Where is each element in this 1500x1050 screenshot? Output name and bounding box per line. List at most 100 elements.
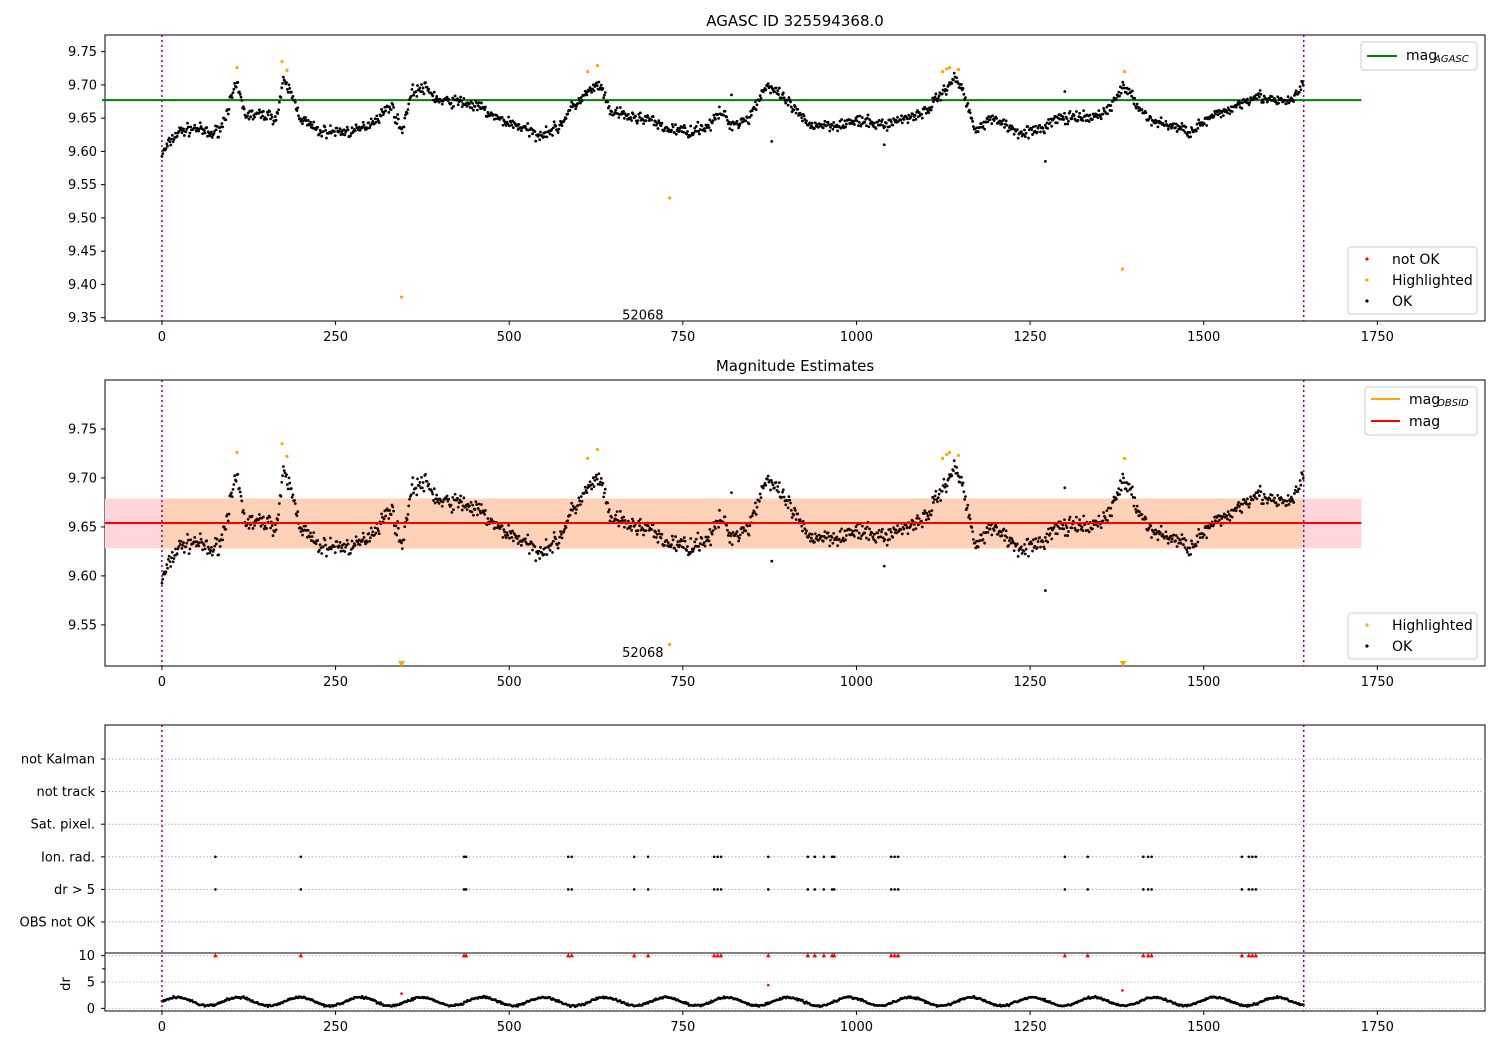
estimates-highlighted-point <box>956 453 961 458</box>
agasc-ok-point <box>1004 119 1008 123</box>
agasc-ok-point <box>1301 81 1304 84</box>
estimates-ok-point <box>882 564 886 568</box>
estimates-ok-point <box>1167 537 1171 541</box>
estimates-highlighted-point <box>595 447 600 452</box>
estimates-ok-point <box>329 536 332 540</box>
agasc-panel-frame <box>104 34 1486 322</box>
agasc-ok-point <box>666 127 670 131</box>
agasc-ok-point <box>638 111 642 115</box>
agasc-ok-point <box>239 95 243 99</box>
agasc-ok-point <box>730 128 734 132</box>
agasc-ok-point <box>975 126 979 130</box>
estimates-ok-point <box>1186 550 1189 554</box>
estimates-ok-point <box>1000 534 1004 537</box>
estimates-ok-point <box>693 540 697 544</box>
estimates-ok-point <box>407 504 411 508</box>
agasc-ok-point <box>350 126 354 130</box>
agasc-ok-point <box>1045 121 1049 125</box>
estimates-ok-point <box>296 510 300 514</box>
estimates-ok-point <box>206 545 210 549</box>
estimates-ok-point <box>916 514 919 518</box>
estimates-ok-point <box>240 499 244 503</box>
agasc-panel: AGASC ID 325594368.0 0 250 500 750 1000 1250 1… <box>68 12 1486 345</box>
agasc-ok-point <box>1034 124 1038 128</box>
agasc-ok-point <box>599 86 602 90</box>
agasc-ok-point <box>511 126 515 129</box>
estimates-ok-point <box>354 535 358 539</box>
agasc-ok-point <box>652 123 656 127</box>
estimates-ok-point <box>583 491 586 495</box>
estimates-ok-point <box>1047 527 1050 531</box>
agasc-ok-point <box>1261 98 1264 102</box>
agasc-ok-point <box>1259 92 1263 96</box>
estimates-ok-point <box>320 552 324 555</box>
estimates-ok-point <box>369 536 372 540</box>
agasc-ok-point <box>1027 136 1030 140</box>
agasc-ok-point <box>725 115 729 119</box>
dr-clipped-marker <box>711 953 717 958</box>
agasc-ok-point <box>1063 90 1067 93</box>
agasc-ok-point <box>1258 89 1262 92</box>
agasc-ok-point <box>1219 115 1223 119</box>
agasc-ok-point <box>1031 125 1035 129</box>
agasc-ok-point <box>1000 122 1004 126</box>
flags-flag-point <box>719 888 723 891</box>
agasc-ok-point <box>342 128 346 132</box>
estimates-ok-point <box>1119 488 1123 492</box>
estimates-ok-point <box>861 524 864 528</box>
estimates-ok-point <box>195 540 199 544</box>
flags-flag-point <box>566 855 570 859</box>
estimates-ok-point <box>478 509 482 513</box>
agasc-ok-point <box>277 108 280 112</box>
estimates-ok-point <box>912 528 915 532</box>
estimates-ok-point <box>879 535 883 539</box>
agasc-ok-point <box>1101 112 1105 116</box>
estimates-ok-point <box>728 541 732 544</box>
agasc-xtick-label: 1000 <box>840 330 873 345</box>
estimates-ok-point <box>177 545 181 549</box>
estimates-obsid-label: 52068 <box>622 646 663 661</box>
agasc-ok-point <box>659 124 663 128</box>
estimates-ok-point <box>445 494 449 498</box>
agasc-ok-point <box>595 84 599 88</box>
agasc-ok-point <box>185 127 189 131</box>
dr-clipped-marker <box>463 953 469 958</box>
flags-flag-point <box>214 855 217 859</box>
agasc-ok-point <box>526 122 530 125</box>
agasc-ok-point <box>580 99 584 103</box>
estimates-ok-point <box>580 500 584 503</box>
estimates-ok-point <box>877 528 881 532</box>
estimates-ok-point <box>214 542 218 546</box>
estimates-ok-point <box>960 483 964 487</box>
agasc-ok-point <box>864 124 868 128</box>
agasc-ok-point <box>293 100 297 104</box>
agasc-ok-point <box>411 83 415 87</box>
agasc-ok-point <box>1294 89 1298 93</box>
agasc-ok-point <box>1039 130 1042 134</box>
flags-row-label: Ion. rad. <box>41 850 95 865</box>
agasc-ok-point <box>1109 104 1113 107</box>
agasc-ok-point <box>495 113 499 117</box>
agasc-ok-point <box>459 95 463 99</box>
agasc-ok-point <box>214 128 218 132</box>
agasc-ok-point <box>432 90 436 94</box>
agasc-ok-point <box>574 107 578 111</box>
estimates-ok-point <box>730 491 733 495</box>
estimates-ok-point <box>803 527 807 531</box>
estimates-panel: Magnitude Estimates 0 250 500 750 1000 1250 15… <box>68 357 1486 690</box>
agasc-ok-point <box>771 88 775 91</box>
dr-clipped-marker <box>1149 953 1154 958</box>
estimates-ok-point <box>622 515 625 519</box>
agasc-ok-point <box>379 114 383 118</box>
estimates-ok-point <box>193 536 197 539</box>
estimates-ok-point <box>182 541 185 545</box>
estimates-ok-point <box>823 530 827 533</box>
estimates-ok-point <box>694 537 698 541</box>
agasc-highlighted-point <box>945 67 949 71</box>
agasc-ok-point <box>731 120 735 124</box>
estimates-ok-point <box>1196 540 1200 544</box>
estimates-ok-point <box>1052 525 1056 529</box>
agasc-ok-point <box>959 86 963 90</box>
agasc-ok-point <box>1015 128 1019 132</box>
estimates-ok-point <box>548 548 552 552</box>
